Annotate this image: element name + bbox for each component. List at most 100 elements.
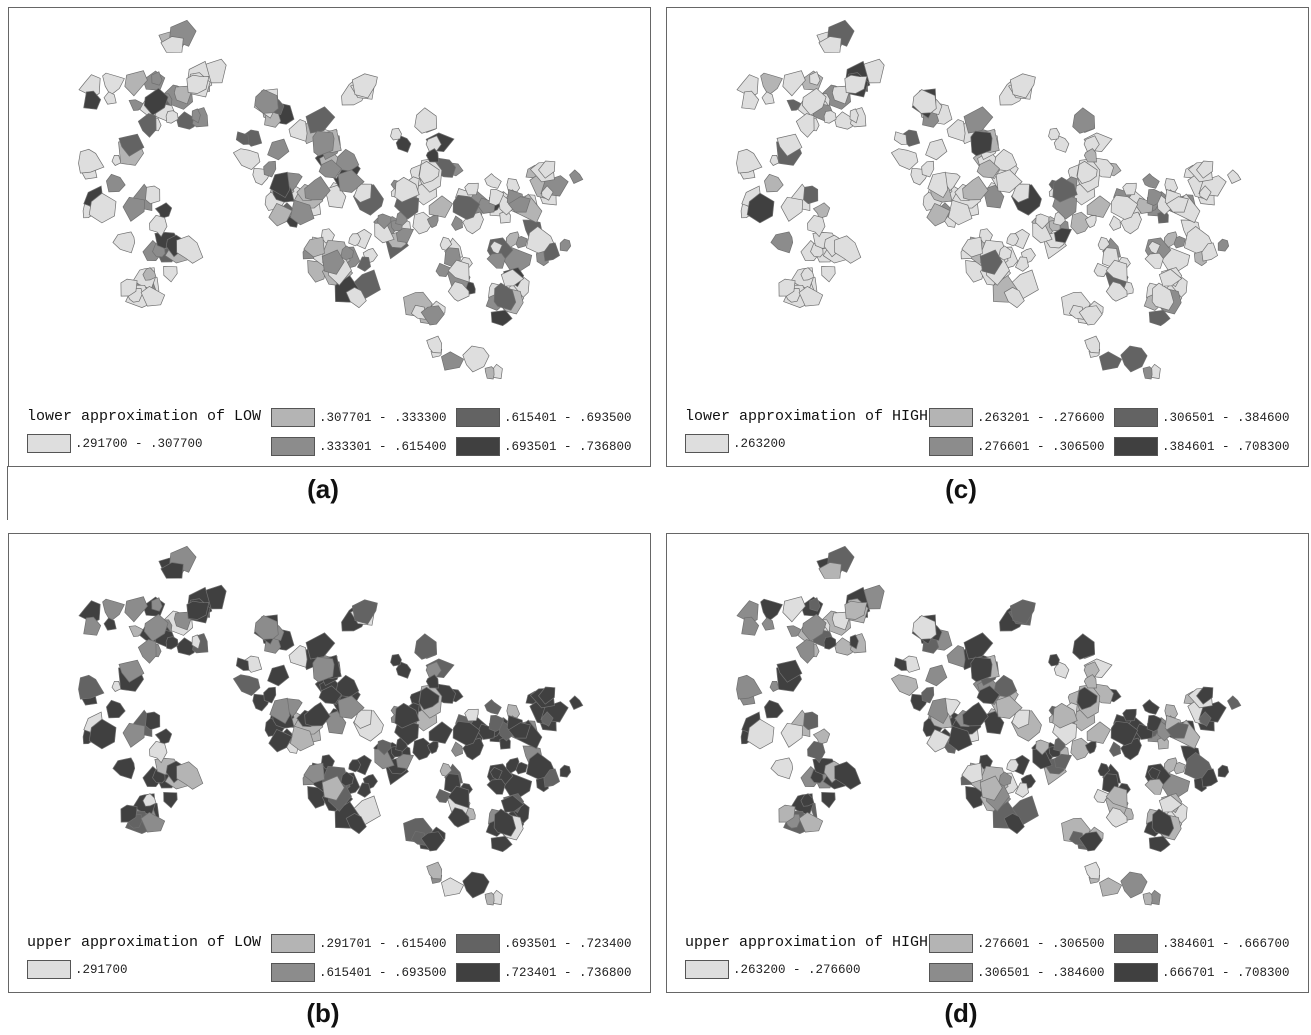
map-region xyxy=(1035,739,1050,756)
map-region xyxy=(823,110,837,124)
map-region xyxy=(800,793,815,807)
legend-label: .291701 - .615400 xyxy=(319,936,447,951)
map-region xyxy=(1052,702,1078,729)
map-region xyxy=(1048,127,1060,141)
map-region xyxy=(1196,160,1214,179)
map-region xyxy=(1053,227,1073,243)
map-region xyxy=(834,235,862,264)
map-region xyxy=(1142,173,1160,189)
map-region xyxy=(1199,711,1212,727)
map-region xyxy=(418,686,440,711)
map-region xyxy=(849,634,859,650)
map-region xyxy=(137,113,157,138)
map-region xyxy=(505,231,520,248)
legend-item-d-4: .384601 - .666700 xyxy=(1114,934,1290,953)
legend-item-a-2: .307701 - .333300 xyxy=(271,408,447,427)
map-region xyxy=(834,111,853,130)
legend-swatch xyxy=(1114,437,1158,456)
legend-label: .723401 - .736800 xyxy=(504,965,632,980)
legend-item-d-2: .276601 - .306500 xyxy=(929,934,1105,953)
map-region xyxy=(1076,160,1098,185)
legend-swatch xyxy=(271,934,315,953)
map-region xyxy=(414,107,438,134)
map-region xyxy=(741,616,760,636)
map-region xyxy=(543,242,561,262)
map-region xyxy=(447,785,470,809)
map-region xyxy=(821,792,836,809)
map-region xyxy=(1147,240,1161,255)
map-region xyxy=(176,235,204,264)
map-region xyxy=(736,74,759,97)
map-region xyxy=(486,252,506,269)
map-region xyxy=(191,634,201,650)
legend-swatch xyxy=(1114,963,1158,982)
legend-item-b-5: .723401 - .736800 xyxy=(456,963,632,982)
legend-swatch xyxy=(1114,934,1158,953)
legend-swatch xyxy=(271,437,315,456)
map-region xyxy=(1084,741,1097,755)
map-region xyxy=(88,718,117,750)
map-region xyxy=(962,702,989,727)
map-region xyxy=(946,119,966,142)
map-region xyxy=(926,202,951,227)
map-region xyxy=(111,680,122,692)
map-region xyxy=(962,176,989,201)
legend-item-c-5: .384601 - .708300 xyxy=(1114,437,1290,456)
map-region xyxy=(764,173,784,193)
map-region xyxy=(353,183,372,203)
map-region xyxy=(1142,892,1153,906)
map-region xyxy=(145,185,161,205)
map-region xyxy=(78,74,101,97)
map-region xyxy=(505,757,520,774)
map-region xyxy=(394,176,420,203)
map-region xyxy=(801,613,827,642)
map-region xyxy=(269,171,291,198)
map-region xyxy=(1093,788,1110,803)
legend-swatch xyxy=(929,963,973,982)
map-region xyxy=(163,792,178,809)
choropleth-map-c xyxy=(736,19,1242,380)
map-region xyxy=(395,227,415,243)
map-region xyxy=(1110,194,1139,220)
map-region xyxy=(447,259,470,283)
map-region xyxy=(948,725,973,752)
map-region xyxy=(140,811,166,833)
map-region xyxy=(807,214,826,238)
map-region xyxy=(844,74,868,94)
legend-swatch xyxy=(271,963,315,982)
map-region xyxy=(1084,215,1097,229)
map-region xyxy=(235,131,250,145)
map-region xyxy=(490,835,513,853)
map-region xyxy=(1011,183,1030,203)
map-region xyxy=(1084,335,1101,354)
map-region xyxy=(1165,196,1189,213)
map-region xyxy=(420,305,445,326)
map-region xyxy=(1003,287,1025,309)
map-region xyxy=(102,72,125,96)
map-region xyxy=(569,695,584,710)
map-region xyxy=(1227,695,1242,710)
map-region xyxy=(776,133,803,157)
legend-label: .384601 - .666700 xyxy=(1162,936,1290,951)
legend-item-d-1: .263200 - .276600 xyxy=(685,960,861,979)
map-region xyxy=(290,199,315,226)
map-region xyxy=(893,131,908,145)
map-region xyxy=(1076,686,1098,711)
legend-label: .615401 - .693500 xyxy=(319,965,447,980)
map-region xyxy=(490,309,513,327)
map-region xyxy=(976,159,1000,179)
choropleth-map-d xyxy=(736,545,1242,906)
map-region xyxy=(118,133,145,157)
legend-item-d-3: .306501 - .384600 xyxy=(929,963,1105,982)
map-region xyxy=(267,664,290,687)
map-region xyxy=(1120,345,1148,373)
map-region xyxy=(778,804,796,823)
map-region xyxy=(760,598,783,622)
map-region xyxy=(507,196,531,213)
caption-b: (b) xyxy=(306,998,340,1028)
legend-item-d-5: .666701 - .708300 xyxy=(1114,963,1290,982)
map-region xyxy=(807,740,826,764)
map-region xyxy=(160,36,184,53)
map-region xyxy=(1201,768,1219,788)
map-region xyxy=(778,278,796,297)
